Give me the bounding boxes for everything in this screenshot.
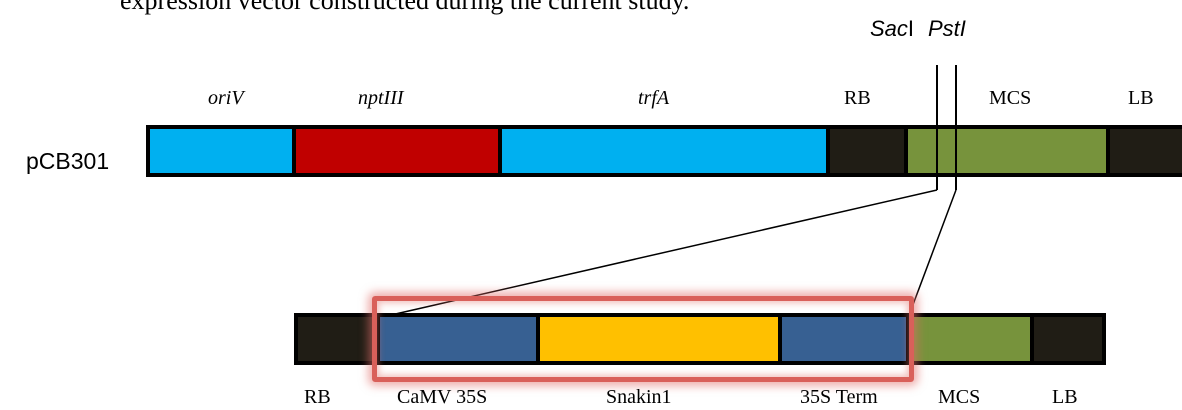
insert-segment-35STerm <box>778 313 910 365</box>
plasmid-label-LB: LB <box>1128 87 1154 109</box>
insert-label-RB: RB <box>304 386 331 408</box>
insert-segment-Snakin1 <box>536 313 782 365</box>
plasmid-label-MCS: MCS <box>989 87 1032 109</box>
sac-prefix: Sac <box>870 16 908 41</box>
pstI-site-label: PstI <box>928 16 966 41</box>
plasmid-name: pCB301 <box>26 148 110 174</box>
insert-segment-LB <box>1030 313 1106 365</box>
plasmid-label-trfA: trfA <box>638 87 670 109</box>
sacI-site-label: SacI <box>870 16 914 42</box>
segment-trfA <box>498 125 830 177</box>
caption-fragment: expression vector constructed during the… <box>0 0 1182 16</box>
insert-segment-CaMV35S <box>376 313 540 365</box>
sac-suffix: I <box>907 16 915 41</box>
plasmid-label-RB: RB <box>844 87 871 109</box>
segment-LB <box>1106 125 1182 177</box>
insert-label-LB: LB <box>1052 386 1078 408</box>
caption-text: expression vector constructed during the… <box>120 0 690 15</box>
insert-label-Snakin1: Snakin1 <box>606 386 672 408</box>
insert-segment-MCS <box>906 313 1034 365</box>
insert-label-35STerm: 35S Term <box>800 386 878 408</box>
segment-MCS <box>904 125 1110 177</box>
insert-label-MCS: MCS <box>938 386 981 408</box>
pstI-zoom-line <box>907 189 957 319</box>
plasmid-label-nptIII: nptIII <box>358 87 404 109</box>
insert-label-CaMV35S: CaMV 35S <box>397 386 488 408</box>
plasmid-label-oriV: oriV <box>208 87 244 109</box>
insert-segment-RB <box>294 313 380 365</box>
expression-cassette-highlight <box>372 296 914 382</box>
